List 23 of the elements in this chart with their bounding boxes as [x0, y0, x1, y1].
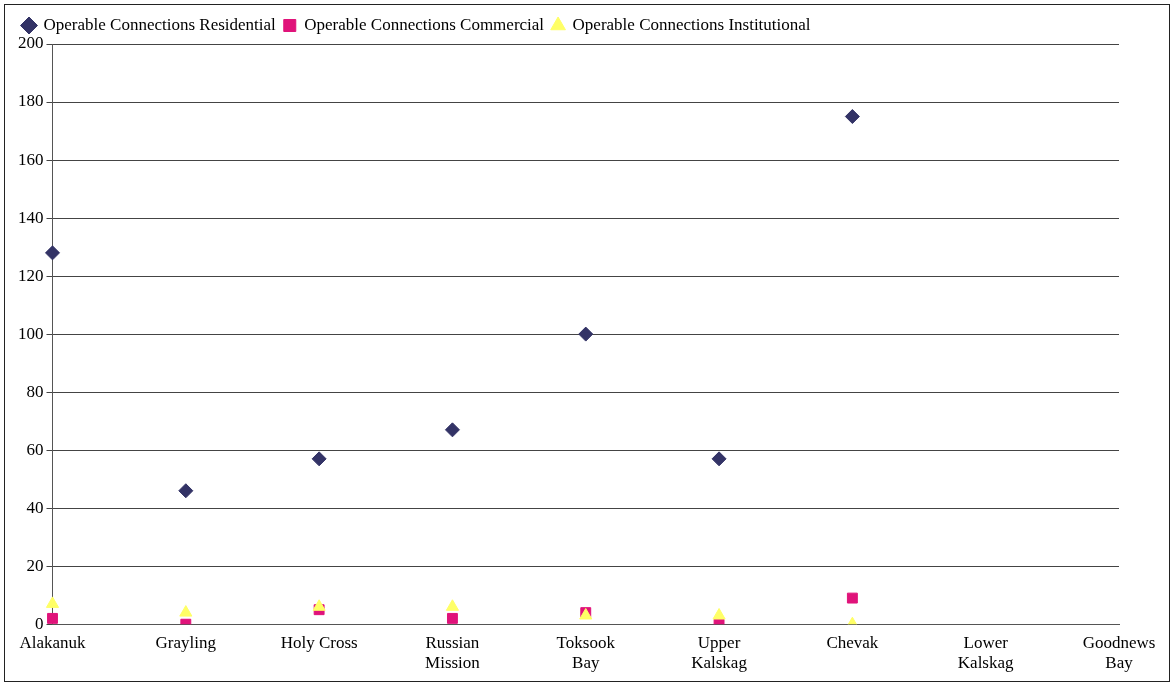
y-tick-label: 60 — [26, 439, 44, 459]
x-tick-label: Holy Cross — [280, 632, 358, 652]
x-tick-label: Lower Kalskag — [957, 632, 1015, 673]
y-tick-label: 180 — [18, 91, 44, 111]
legend-label: Operable Connections Residential — [43, 14, 277, 34]
x-tick-label: Chevak — [826, 632, 879, 652]
x-tick-label: Russian Mission — [425, 632, 481, 673]
y-tick-label: 140 — [18, 207, 44, 227]
y-tick-label: 0 — [35, 613, 44, 633]
y-tick-label: 80 — [26, 381, 44, 401]
x-tick-label: Toksook Bay — [556, 632, 616, 673]
y-tick-label: 100 — [18, 323, 44, 343]
legend-label: Operable Connections Commercial — [304, 14, 545, 34]
x-tick-label: Grayling — [155, 632, 217, 652]
y-tick-label: 20 — [26, 555, 44, 575]
y-tick-label: 120 — [18, 265, 44, 285]
y-tick-label: 200 — [18, 33, 44, 53]
legend-label: Operable Connections Institutional — [572, 14, 811, 34]
x-tick-label: Upper Kalskag — [691, 632, 748, 673]
x-tick-label: Goodnews Bay — [1082, 632, 1156, 673]
y-tick-label: 40 — [26, 497, 44, 517]
y-tick-label: 160 — [18, 149, 44, 169]
x-tick-label: Alakanuk — [19, 632, 87, 652]
